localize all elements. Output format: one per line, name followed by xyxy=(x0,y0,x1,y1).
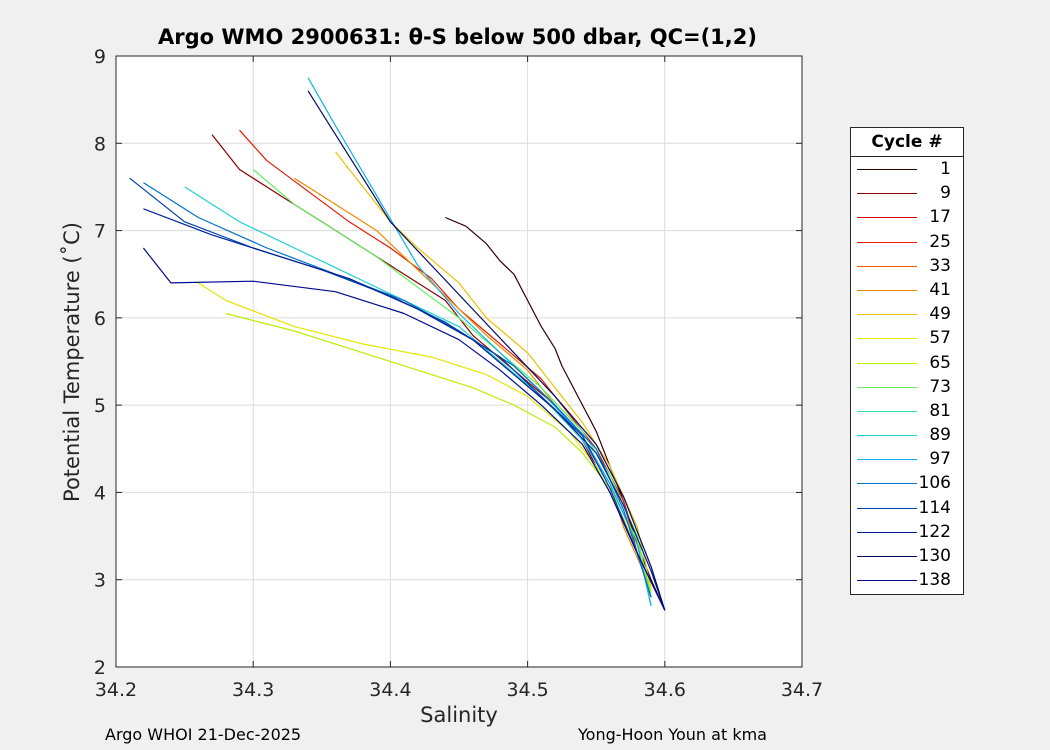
series-line-cycle-73 xyxy=(252,169,652,598)
y-tick-label: 8 xyxy=(94,133,106,155)
series-line-cycle-49 xyxy=(335,151,652,589)
x-tick-label: 34.2 xyxy=(95,679,137,701)
series-line-cycle-130 xyxy=(307,90,666,611)
legend-swatch xyxy=(857,241,917,243)
x-tick-label: 34.4 xyxy=(369,679,411,701)
legend-item-cycle-106: 106 xyxy=(851,471,963,495)
legend-item-cycle-57: 57 xyxy=(851,326,963,350)
legend-item-cycle-73: 73 xyxy=(851,375,963,399)
legend-swatch xyxy=(857,483,917,485)
legend-swatch xyxy=(857,314,917,316)
series-line-cycle-122 xyxy=(143,208,666,611)
y-tick-label: 5 xyxy=(94,395,106,417)
legend-label: 89 xyxy=(929,425,951,446)
legend-item-cycle-25: 25 xyxy=(851,230,963,254)
x-tick-label: 34.6 xyxy=(644,679,686,701)
legend-swatch xyxy=(857,193,917,195)
legend-label: 106 xyxy=(918,473,951,494)
legend-label: 9 xyxy=(940,183,951,204)
y-tick-label: 4 xyxy=(94,482,106,504)
legend-item-cycle-49: 49 xyxy=(851,302,963,326)
legend-label: 122 xyxy=(918,521,951,542)
legend-item-cycle-138: 138 xyxy=(851,568,963,592)
chart-title: Argo WMO 2900631: θ-S below 500 dbar, QC… xyxy=(158,25,757,49)
legend-label: 1 xyxy=(940,159,951,179)
legend-label: 97 xyxy=(929,449,951,470)
legend-label: 138 xyxy=(918,570,951,591)
legend-item-cycle-65: 65 xyxy=(851,351,963,375)
legend-swatch xyxy=(857,289,917,291)
series-line-cycle-65 xyxy=(225,312,652,593)
legend-label: 41 xyxy=(929,279,951,300)
legend-label: 17 xyxy=(929,207,951,228)
legend-item-cycle-9: 9 xyxy=(851,181,963,205)
legend-swatch xyxy=(857,386,917,388)
series-line-cycle-25 xyxy=(239,129,652,598)
legend-item-cycle-33: 33 xyxy=(851,254,963,278)
legend-rows: 1 9 17 25 33 41 49 57 65 73 81 89 97 106 114 122 130 138 xyxy=(851,157,963,592)
plot-frame xyxy=(115,55,803,668)
legend-item-cycle-17: 17 xyxy=(851,205,963,229)
legend-item-cycle-1: 1 xyxy=(851,157,963,181)
legend-swatch xyxy=(857,435,917,437)
legend-item-cycle-89: 89 xyxy=(851,423,963,447)
legend-swatch xyxy=(857,580,917,582)
y-tick-label: 6 xyxy=(94,308,106,330)
legend-title: Cycle # xyxy=(851,128,963,157)
y-tick-label: 3 xyxy=(94,570,106,592)
legend: Cycle # 1 9 17 25 33 41 49 57 65 73 81 89 97 106 114 12… xyxy=(850,127,964,595)
legend-label: 65 xyxy=(929,352,951,373)
legend-label: 130 xyxy=(918,546,951,566)
plot-area xyxy=(116,56,802,667)
legend-item-cycle-114: 114 xyxy=(851,496,963,520)
y-tick-label: 2 xyxy=(94,657,106,679)
series-line-cycle-97 xyxy=(307,77,652,607)
series-line-cycle-138 xyxy=(142,247,666,611)
x-tick-label: 34.7 xyxy=(781,679,823,701)
y-tick-label: 9 xyxy=(94,46,106,68)
legend-label: 49 xyxy=(929,304,951,325)
legend-swatch xyxy=(857,410,917,412)
legend-swatch xyxy=(857,265,917,267)
legend-label: 73 xyxy=(929,376,951,397)
x-axis-label: Salinity xyxy=(420,703,498,727)
footer-author: Yong-Hoon Youn at kma xyxy=(578,725,767,744)
legend-item-cycle-41: 41 xyxy=(851,278,963,302)
legend-item-cycle-97: 97 xyxy=(851,447,963,471)
legend-swatch xyxy=(857,459,917,461)
footer-source: Argo WHOI 21-Dec-2025 xyxy=(105,725,302,744)
legend-swatch xyxy=(857,507,917,509)
legend-label: 33 xyxy=(929,255,951,276)
legend-label: 81 xyxy=(929,400,951,421)
legend-swatch xyxy=(857,338,917,340)
legend-swatch xyxy=(857,362,917,364)
legend-swatch xyxy=(857,169,917,170)
y-tick-label: 7 xyxy=(94,221,106,243)
legend-swatch xyxy=(857,531,917,533)
x-tick-label: 34.5 xyxy=(506,679,548,701)
legend-item-cycle-122: 122 xyxy=(851,520,963,544)
legend-swatch xyxy=(857,217,917,219)
legend-label: 25 xyxy=(929,231,951,252)
legend-item-cycle-81: 81 xyxy=(851,399,963,423)
legend-label: 114 xyxy=(918,497,951,518)
legend-label: 57 xyxy=(929,328,951,349)
legend-swatch xyxy=(857,556,917,557)
legend-item-cycle-130: 130 xyxy=(851,544,963,568)
y-axis-label: Potential Temperature (˚C) xyxy=(60,222,84,502)
x-tick-label: 34.3 xyxy=(232,679,274,701)
